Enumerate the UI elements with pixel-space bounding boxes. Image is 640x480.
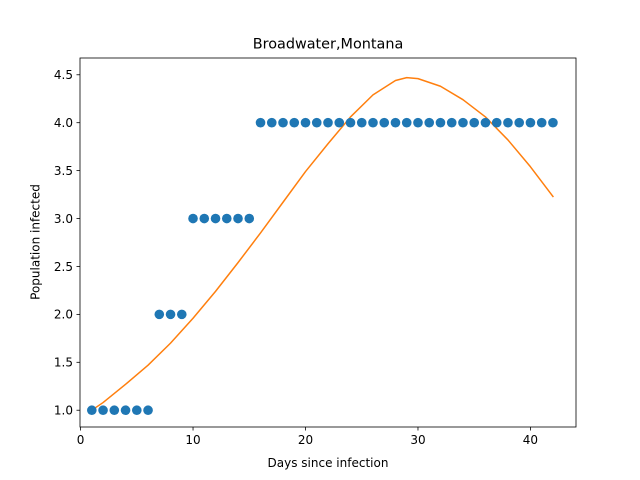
data-point [390, 117, 401, 128]
y-tick-label: 4.0 [54, 116, 73, 130]
data-point [278, 117, 288, 128]
x-tick-label: 40 [523, 433, 538, 447]
y-tick-label: 2.0 [54, 308, 73, 322]
data-point [446, 117, 457, 128]
data-point [491, 117, 502, 128]
data-point [233, 213, 243, 224]
data-point [143, 405, 153, 416]
y-tick-label: 3.0 [54, 212, 73, 226]
data-point [311, 117, 322, 128]
data-point [424, 117, 435, 128]
y-tick-label: 2.5 [54, 260, 73, 274]
chart-title: Broadwater,Montana [253, 37, 404, 53]
data-point [154, 309, 165, 320]
data-point [210, 213, 221, 224]
axes-frame [79, 57, 577, 428]
data-point [536, 117, 547, 128]
data-point [525, 117, 536, 128]
data-point [334, 117, 345, 128]
data-point [120, 405, 131, 416]
data-point [98, 405, 108, 416]
data-point [221, 213, 232, 224]
data-point [266, 117, 277, 128]
data-point [345, 117, 356, 128]
y-tick-label: 4.5 [54, 68, 73, 82]
data-point [109, 405, 120, 416]
axes: 0 10 20 30 40 1.0 1.5 2.0 2.5 3.0 3.5 4.0 4.5 [54, 57, 577, 447]
y-axis-label: Population infected [29, 184, 43, 300]
data-point [368, 117, 378, 128]
data-point [289, 117, 300, 128]
x-tick-label: 10 [185, 433, 200, 447]
y-tick-label: 3.5 [54, 164, 73, 178]
data-point [548, 117, 558, 128]
fit-curve-line [90, 76, 554, 412]
x-tick-label: 0 [77, 433, 85, 447]
data-point [469, 117, 480, 128]
data-point [300, 117, 311, 128]
data-point [514, 117, 524, 128]
x-tick-label: 30 [410, 433, 425, 447]
data-point [480, 117, 491, 128]
y-tick-label: 1.5 [54, 356, 73, 370]
data-point [176, 309, 187, 320]
data-point [255, 117, 266, 128]
x-tick-label: 20 [298, 433, 313, 447]
data-point [87, 405, 97, 416]
data-point [356, 117, 367, 128]
data-point [199, 213, 210, 224]
data-point [132, 405, 142, 416]
y-tick-label: 1.0 [54, 404, 73, 418]
data-point [323, 117, 333, 128]
data-point [435, 117, 446, 128]
plot-area [87, 76, 558, 416]
data-point [401, 117, 412, 128]
data-point [413, 117, 423, 128]
data-point [458, 117, 468, 128]
data-point [379, 117, 390, 128]
x-axis-label: Days since infection [268, 456, 389, 470]
data-point [188, 213, 198, 224]
data-point [503, 117, 513, 128]
data-point [244, 213, 255, 224]
data-point [165, 309, 176, 320]
